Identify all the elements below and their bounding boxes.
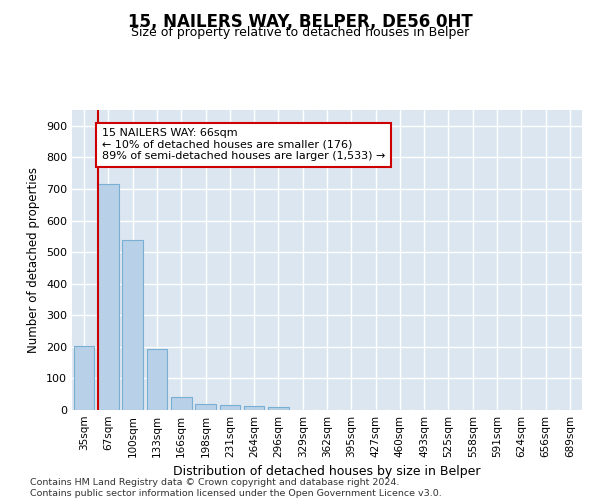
Text: Contains HM Land Registry data © Crown copyright and database right 2024.
Contai: Contains HM Land Registry data © Crown c… <box>30 478 442 498</box>
Bar <box>268 407 289 410</box>
Bar <box>244 406 265 410</box>
Text: 15 NAILERS WAY: 66sqm
← 10% of detached houses are smaller (176)
89% of semi-det: 15 NAILERS WAY: 66sqm ← 10% of detached … <box>102 128 385 162</box>
Text: 15, NAILERS WAY, BELPER, DE56 0HT: 15, NAILERS WAY, BELPER, DE56 0HT <box>128 12 472 30</box>
X-axis label: Distribution of detached houses by size in Belper: Distribution of detached houses by size … <box>173 466 481 478</box>
Bar <box>171 396 191 410</box>
Bar <box>98 184 119 410</box>
Bar <box>122 240 143 410</box>
Bar <box>220 406 240 410</box>
Y-axis label: Number of detached properties: Number of detached properties <box>28 167 40 353</box>
Bar <box>146 348 167 410</box>
Bar <box>74 346 94 410</box>
Bar <box>195 404 216 410</box>
Text: Size of property relative to detached houses in Belper: Size of property relative to detached ho… <box>131 26 469 39</box>
